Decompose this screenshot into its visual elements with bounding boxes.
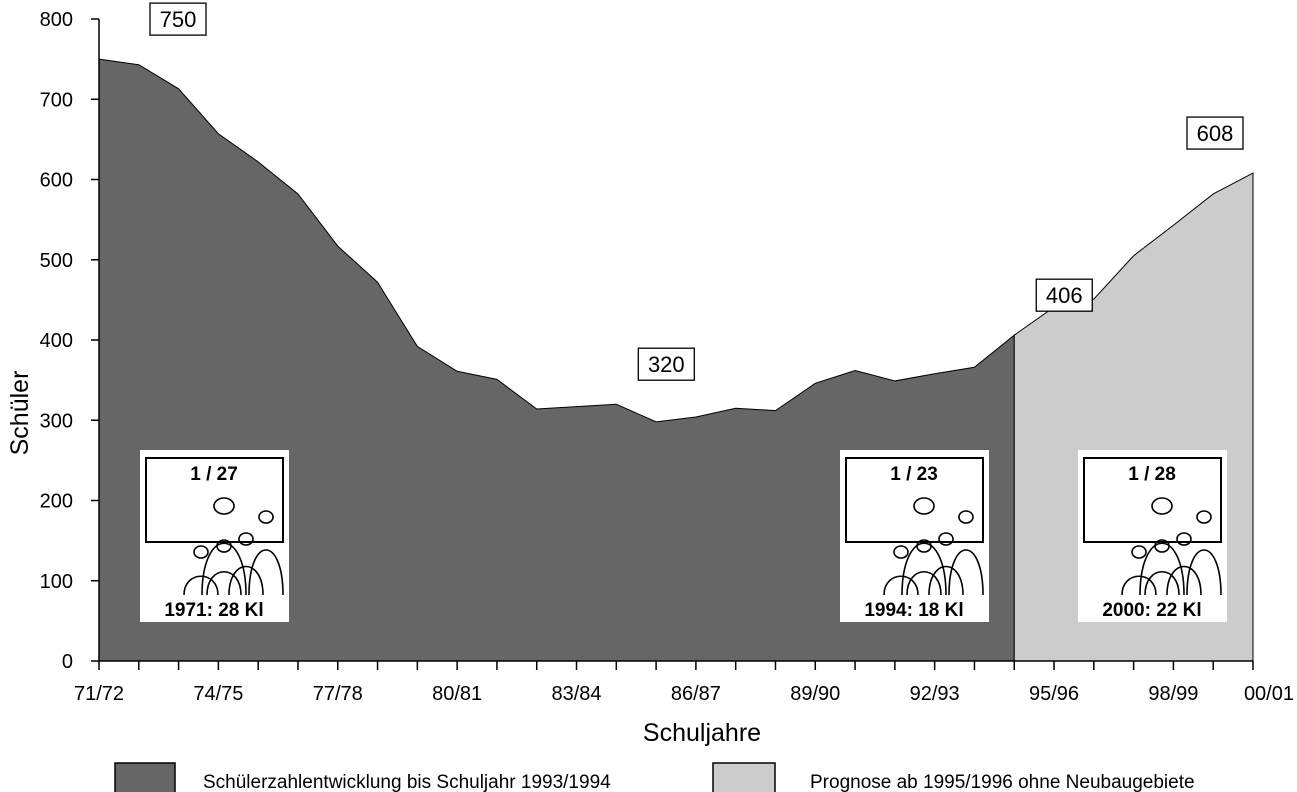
x-tick-label: 00/01 — [1244, 683, 1294, 705]
pupil-head — [913, 497, 935, 515]
x-axis-title: Schuljahre — [643, 719, 761, 747]
value-label: 750 — [160, 7, 197, 32]
pupil-head — [213, 497, 235, 515]
value-label-box — [149, 2, 207, 36]
y-tick-label: 200 — [40, 491, 73, 513]
pupil-body — [948, 549, 984, 596]
classroom-icon: 1 / 23 1994: 18 Kl — [840, 450, 989, 622]
pupil-head — [916, 539, 932, 553]
class-ratio-label: 1 / 27 — [190, 464, 238, 485]
pupil-head — [938, 532, 954, 546]
classroom-icon-background — [840, 450, 989, 622]
x-tick-label: 77/78 — [313, 683, 363, 705]
pupils-icon — [883, 497, 984, 596]
pupil-body — [906, 570, 942, 596]
classroom-icon: 1 / 27 1971: 28 Kl — [140, 450, 289, 622]
classroom-icon-layer: 1 / 27 1971: 28 Kl 1 / 23 1994: 18 Kl 1 / 28… — [140, 450, 1227, 622]
pupil-head — [1196, 510, 1212, 524]
blackboard-icon — [1083, 457, 1222, 543]
x-tick-label: 80/81 — [432, 683, 482, 705]
x-tick-label: 98/99 — [1148, 683, 1198, 705]
class-count-label: 2000: 22 Kl — [1102, 600, 1201, 621]
y-axis-title: Schüler — [6, 371, 34, 456]
axes-layer: 0 100 200 300 400 500 600 700 800 71/72 74/75 77/78… — [40, 9, 1294, 705]
legend-swatch-forecast — [712, 762, 776, 792]
blackboard-icon — [845, 457, 984, 543]
pupil-body — [1186, 549, 1222, 596]
pupil-body — [228, 565, 264, 596]
y-tick-label: 0 — [62, 651, 73, 673]
value-label: 320 — [648, 352, 685, 377]
y-tick-label: 100 — [40, 571, 73, 593]
y-tick-label: 400 — [40, 330, 73, 352]
y-tick-label: 300 — [40, 410, 73, 432]
pupil-body — [901, 542, 947, 596]
pupil-head — [238, 532, 254, 546]
pupil-head — [1131, 545, 1147, 559]
class-ratio-label: 1 / 28 — [1128, 464, 1176, 485]
pupils-icon — [183, 497, 284, 596]
classroom-icon-background — [140, 450, 289, 622]
pupil-body — [183, 575, 219, 596]
pupil-body — [201, 542, 247, 596]
pupils-icon — [1121, 497, 1222, 596]
y-tick-label: 500 — [40, 250, 73, 272]
x-tick-label: 86/87 — [671, 683, 721, 705]
class-count-label: 1994: 18 Kl — [864, 600, 963, 621]
annotation-layer: 750 320 406 608 — [149, 2, 1244, 381]
pupil-head — [216, 539, 232, 553]
legend-label-forecast: Prognose ab 1995/1996 ohne Neubaugebiete — [810, 772, 1195, 792]
class-ratio-label: 1 / 23 — [890, 464, 938, 485]
blackboard-icon — [145, 457, 284, 543]
pupil-body — [1144, 570, 1180, 596]
pupil-body — [1139, 542, 1185, 596]
value-label: 406 — [1046, 283, 1083, 308]
value-label-box — [1186, 116, 1244, 150]
pupil-head — [1154, 539, 1170, 553]
value-label: 608 — [1197, 121, 1234, 146]
classroom-icon-background — [1078, 450, 1227, 622]
value-label-box — [637, 347, 695, 381]
pupil-head — [958, 510, 974, 524]
x-tick-label: 71/72 — [74, 683, 124, 705]
legend: Schülerzahlentwicklung bis Schuljahr 199… — [114, 762, 1195, 792]
pupil-head — [1151, 497, 1173, 515]
pupil-body — [248, 549, 284, 596]
x-tick-label: 95/96 — [1029, 683, 1079, 705]
area-series-0 — [98, 58, 1015, 662]
pupil-body — [1166, 565, 1202, 596]
pupil-head — [193, 545, 209, 559]
pupil-head — [258, 510, 274, 524]
x-tick-label: 89/90 — [790, 683, 840, 705]
value-label-box — [1035, 278, 1093, 312]
pupil-head — [893, 545, 909, 559]
pupil-head — [1176, 532, 1192, 546]
x-tick-label: 92/93 — [910, 683, 960, 705]
legend-swatch-history — [114, 762, 176, 792]
x-tick-label: 83/84 — [551, 683, 601, 705]
classroom-icon: 1 / 28 2000: 22 Kl — [1078, 450, 1227, 622]
pupil-body — [928, 565, 964, 596]
class-count-label: 1971: 28 Kl — [164, 600, 263, 621]
y-tick-label: 600 — [40, 170, 73, 192]
pupil-body — [1121, 575, 1157, 596]
pupil-body — [883, 575, 919, 596]
y-tick-label: 700 — [40, 89, 73, 111]
x-tick-label: 74/75 — [193, 683, 243, 705]
pupil-body — [206, 570, 242, 596]
legend-label-history: Schülerzahlentwicklung bis Schuljahr 199… — [203, 772, 611, 792]
y-tick-label: 800 — [40, 9, 73, 31]
